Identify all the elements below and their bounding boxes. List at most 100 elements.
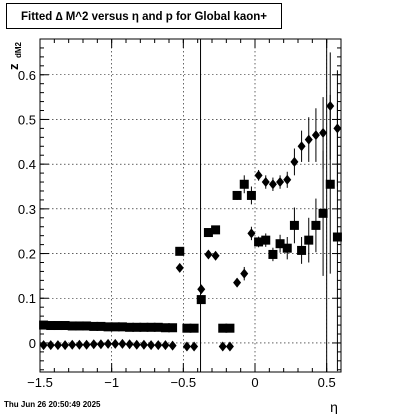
square-marker [239, 179, 249, 189]
diamond-marker [39, 340, 48, 351]
square-marker [132, 322, 142, 332]
timestamp-footer: Thu Jun 26 20:50:49 2025 [4, 400, 101, 409]
square-marker [46, 321, 56, 331]
y-tick-label: 0 [29, 336, 36, 351]
diamond-marker [240, 268, 249, 279]
diamond-marker [254, 170, 263, 181]
diamond-marker [139, 339, 148, 350]
square-marker [203, 228, 213, 238]
square-marker [160, 323, 170, 333]
diamond-marker [276, 177, 285, 188]
diamond-marker [311, 130, 320, 141]
diamond-marker [261, 177, 270, 188]
diamond-marker [111, 338, 120, 349]
diamond-marker [82, 339, 91, 350]
square-marker [103, 322, 113, 332]
y-axis-label-subscript: dM2 [14, 41, 23, 58]
x-tick-label: 0 [251, 375, 258, 390]
diamond-marker [204, 249, 213, 260]
y-tick-label: 0.6 [18, 68, 36, 83]
x-tick-label: −1 [104, 375, 119, 390]
diamond-marker [46, 340, 55, 351]
y-tick-label: 0.2 [18, 247, 36, 262]
square-marker [196, 295, 206, 305]
diamond-marker [161, 340, 170, 351]
diamond-marker [68, 339, 77, 350]
diamond-marker [283, 174, 292, 185]
diamond-marker [319, 127, 328, 138]
square-marker [297, 245, 307, 255]
tick-labels: −1.5 −1 −0.5 0 0.5 0 0.1 0.2 0.3 0.4 0.5 0.6 [18, 68, 336, 390]
diamond-marker [326, 101, 335, 112]
diamond-marker [197, 284, 206, 295]
square-marker [318, 208, 328, 218]
square-marker [60, 321, 70, 331]
diamond-marker [211, 250, 220, 261]
diamond-marker [154, 340, 163, 351]
square-marker [289, 220, 299, 230]
square-marker [304, 235, 314, 245]
y-tick-label: 0.3 [18, 202, 36, 217]
square-marker [225, 323, 235, 333]
diamond-marker [182, 341, 191, 352]
diamond-marker [225, 341, 234, 352]
square-marker [53, 321, 63, 331]
square-marker [182, 323, 192, 333]
diamond-marker [61, 340, 70, 351]
y-tick-label: 0.1 [18, 291, 36, 306]
square-marker [96, 321, 106, 331]
diamond-marker [75, 339, 84, 350]
diamond-marker [132, 339, 141, 350]
diamond-marker [304, 134, 313, 145]
diamond-marker [218, 341, 227, 352]
chart-title: Fitted ∆ M^2 versus η and p for Global k… [6, 3, 282, 29]
square-marker [153, 322, 163, 332]
square-marker [82, 321, 92, 331]
plot-frame [39, 38, 342, 373]
diamond-marker [96, 339, 105, 350]
x-tick-label: 0.5 [318, 375, 336, 390]
y-axis-label: z [6, 63, 21, 70]
square-marker [261, 235, 271, 245]
axis-ticks [39, 39, 342, 372]
diamond-marker [125, 339, 134, 350]
diamond-marker [147, 340, 156, 351]
x-tick-label: −0.5 [170, 375, 196, 390]
square-marker [175, 246, 185, 256]
square-marker [275, 239, 285, 249]
square-marker [146, 322, 156, 332]
diamond-marker [247, 228, 256, 239]
square-marker [332, 232, 342, 242]
diamond-marker [104, 338, 113, 349]
square-marker [282, 243, 292, 253]
square-marker [211, 225, 221, 235]
square-marker [311, 220, 321, 230]
square-marker [125, 322, 135, 332]
diamond-marker [89, 339, 98, 350]
diamond-marker [290, 156, 299, 167]
square-marker [189, 323, 199, 333]
diamond-marker [118, 338, 127, 349]
square-marker [268, 249, 278, 259]
square-marker [218, 323, 228, 333]
data-markers [39, 101, 342, 352]
x-tick-label: −1.5 [27, 375, 53, 390]
diamond-marker [297, 141, 306, 152]
square-marker [74, 321, 84, 331]
y-axis-label-group: z dM2 [6, 41, 23, 70]
square-marker [325, 179, 335, 189]
diamond-marker [168, 340, 177, 351]
square-marker [110, 322, 120, 332]
square-marker [254, 237, 264, 247]
vertical-reference-lines [200, 39, 328, 372]
square-marker [89, 321, 99, 331]
square-marker [67, 321, 77, 331]
diamond-marker [175, 262, 184, 273]
diamond-marker [190, 341, 199, 352]
square-marker [117, 322, 127, 332]
y-tick-label: 0.5 [18, 112, 36, 127]
square-marker [246, 190, 256, 200]
y-tick-label: 0.4 [18, 157, 36, 172]
diamond-marker [268, 179, 277, 190]
